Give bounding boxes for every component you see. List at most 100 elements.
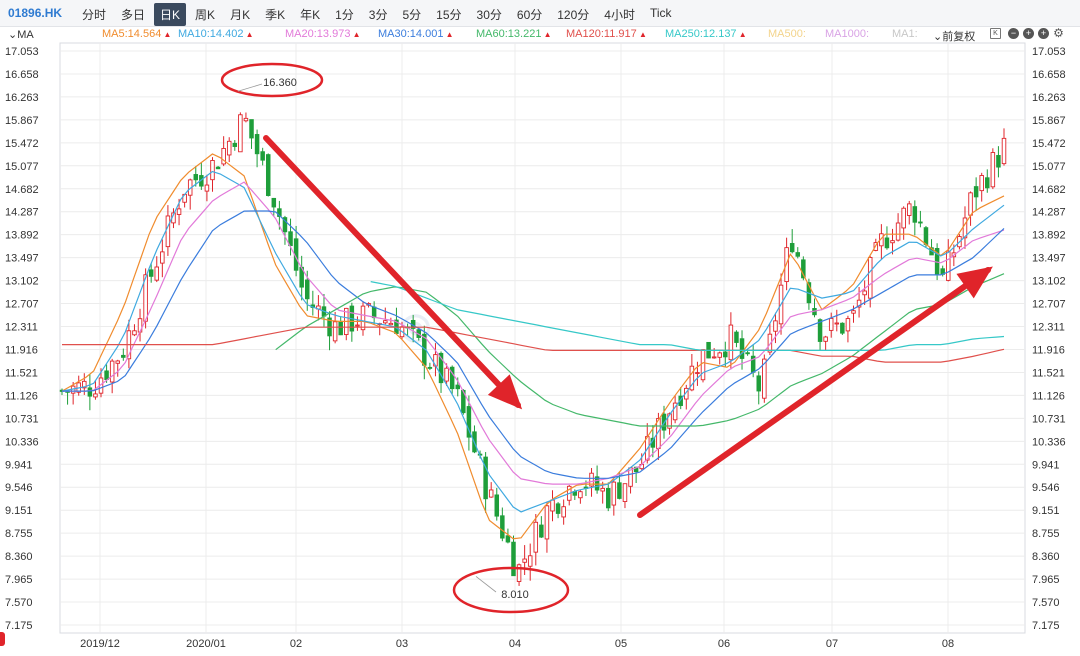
- ticker-symbol: 01896.HK: [8, 6, 63, 20]
- candle-body: [973, 186, 979, 198]
- ma-line-ma5: [61, 153, 1005, 540]
- candle-body: [555, 503, 561, 514]
- y-tick-label-left: 13.892: [5, 230, 39, 242]
- candle-body: [132, 330, 137, 336]
- ma-legend-item: MA60:13.221 ▲: [476, 28, 552, 40]
- candle-body: [277, 208, 282, 217]
- candle-body: [243, 117, 249, 122]
- tab-3[interactable]: 周K: [195, 8, 216, 22]
- tab-9[interactable]: 5分: [402, 8, 422, 22]
- tab-10[interactable]: 15分: [436, 8, 462, 22]
- add-indicator-icon[interactable]: +: [1038, 28, 1049, 39]
- candle-body: [867, 257, 873, 299]
- tab-4[interactable]: 月K: [230, 8, 251, 22]
- candle-body: [622, 483, 628, 503]
- candle-body: [93, 393, 98, 398]
- chart-type-icon[interactable]: K: [990, 28, 1001, 39]
- candle-body: [700, 349, 706, 381]
- x-tick-label: 02: [290, 638, 302, 650]
- ma-legend-text: MA10:14.402: [178, 28, 244, 40]
- ma-legend-item: MA250:12.137 ▲: [665, 28, 747, 40]
- zoom-out-icon[interactable]: −: [1008, 28, 1019, 39]
- ma-indicator-dropdown[interactable]: ⌄MA: [8, 29, 34, 41]
- candle-body: [890, 240, 895, 244]
- ma-legend-item: MA5:14.564 ▲: [102, 28, 171, 40]
- candle-body: [979, 175, 984, 192]
- y-tick-label-left: 13.497: [5, 253, 39, 265]
- downtrend-arrow-shaft: [263, 135, 521, 408]
- candle-body: [332, 321, 338, 342]
- candle-body: [505, 535, 511, 543]
- candle-body: [355, 324, 360, 327]
- y-tick-label-right: 14.287: [1032, 207, 1066, 219]
- candle-body: [160, 251, 165, 264]
- x-tick-label: 2020/01: [186, 638, 226, 650]
- candle-body: [238, 114, 243, 153]
- candle-body: [672, 402, 678, 421]
- y-tick-label-right: 13.892: [1032, 230, 1066, 242]
- candle-body: [728, 324, 734, 361]
- candle-body: [522, 558, 527, 563]
- tab-14[interactable]: 4小时: [604, 8, 635, 22]
- ma-legend-text: MA120:11.917: [566, 28, 637, 40]
- candle-body: [388, 322, 394, 326]
- tab-6[interactable]: 年K: [300, 8, 321, 22]
- settings-gear-icon[interactable]: ⚙: [1053, 26, 1064, 40]
- tab-11[interactable]: 30分: [476, 8, 502, 22]
- candle-body: [87, 387, 93, 397]
- x-tick-label: 04: [509, 638, 521, 650]
- ma-legend-text: MA500:: [768, 28, 806, 40]
- zoom-in-icon[interactable]: +: [1023, 28, 1034, 39]
- candle-body: [121, 354, 126, 358]
- tab-5[interactable]: 季K: [265, 8, 286, 22]
- candle-body: [912, 206, 918, 223]
- y-tick-label-left: 9.151: [5, 505, 33, 517]
- ma-legend-item: MA120:11.917 ▲: [566, 28, 647, 40]
- candle-body: [851, 310, 856, 314]
- tab-1[interactable]: 多日: [121, 8, 146, 22]
- y-tick-label-left: 7.175: [5, 620, 33, 632]
- candle-body: [176, 208, 182, 215]
- candle-body: [82, 380, 87, 389]
- adjust-mode-dropdown[interactable]: ⌄前复权: [933, 31, 976, 43]
- up-triangle-icon: ▲: [636, 30, 647, 39]
- x-tick-label: 05: [615, 638, 627, 650]
- tab-7[interactable]: 1分: [335, 8, 354, 22]
- candle-body: [305, 279, 310, 300]
- candle-body: [578, 491, 583, 499]
- tab-0[interactable]: 分时: [82, 8, 107, 22]
- candle-body: [561, 506, 566, 518]
- low-label: 8.010: [501, 589, 529, 601]
- y-tick-label-left: 11.521: [5, 367, 38, 379]
- ma-line-ma250: [370, 281, 1005, 351]
- candle-body: [739, 338, 745, 359]
- y-tick-label-left: 15.867: [5, 115, 39, 127]
- tab-15[interactable]: Tick: [649, 6, 672, 20]
- ma-line-ma30: [62, 210, 1005, 479]
- candle-body: [767, 333, 773, 353]
- y-tick-label-right: 11.916: [1032, 344, 1065, 356]
- ma-legend-text: MA250:12.137: [665, 28, 737, 40]
- candle-body: [232, 142, 238, 147]
- tab-2[interactable]: 日K: [154, 3, 187, 26]
- y-tick-label-left: 16.263: [5, 92, 39, 104]
- y-tick-label-left: 9.546: [5, 482, 33, 494]
- y-tick-label-right: 15.867: [1032, 115, 1066, 127]
- tab-8[interactable]: 3分: [368, 8, 388, 22]
- candle-body: [756, 375, 761, 392]
- up-triangle-icon: ▲: [541, 30, 552, 39]
- tab-13[interactable]: 120分: [557, 8, 590, 22]
- tab-12[interactable]: 60分: [516, 8, 543, 22]
- ma-legend-item: MA20:13.973 ▲: [285, 28, 361, 40]
- candle-body: [488, 489, 494, 498]
- up-triangle-icon: ▲: [736, 30, 747, 39]
- y-tick-label-right: 13.497: [1032, 253, 1066, 265]
- candle-body: [834, 322, 840, 325]
- candle-body: [918, 221, 923, 224]
- y-tick-label-right: 11.521: [1032, 367, 1065, 379]
- candle-body: [494, 494, 500, 517]
- candle-body: [617, 482, 622, 499]
- candle-body: [611, 481, 617, 506]
- plot-area: [59, 42, 1026, 634]
